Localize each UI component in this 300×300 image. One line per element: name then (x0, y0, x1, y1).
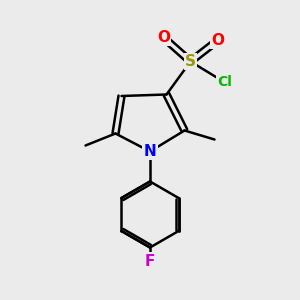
Text: S: S (185, 54, 196, 69)
Text: Cl: Cl (218, 76, 232, 89)
Text: F: F (145, 254, 155, 268)
Text: N: N (144, 144, 156, 159)
Text: O: O (211, 33, 224, 48)
Text: O: O (157, 30, 170, 45)
